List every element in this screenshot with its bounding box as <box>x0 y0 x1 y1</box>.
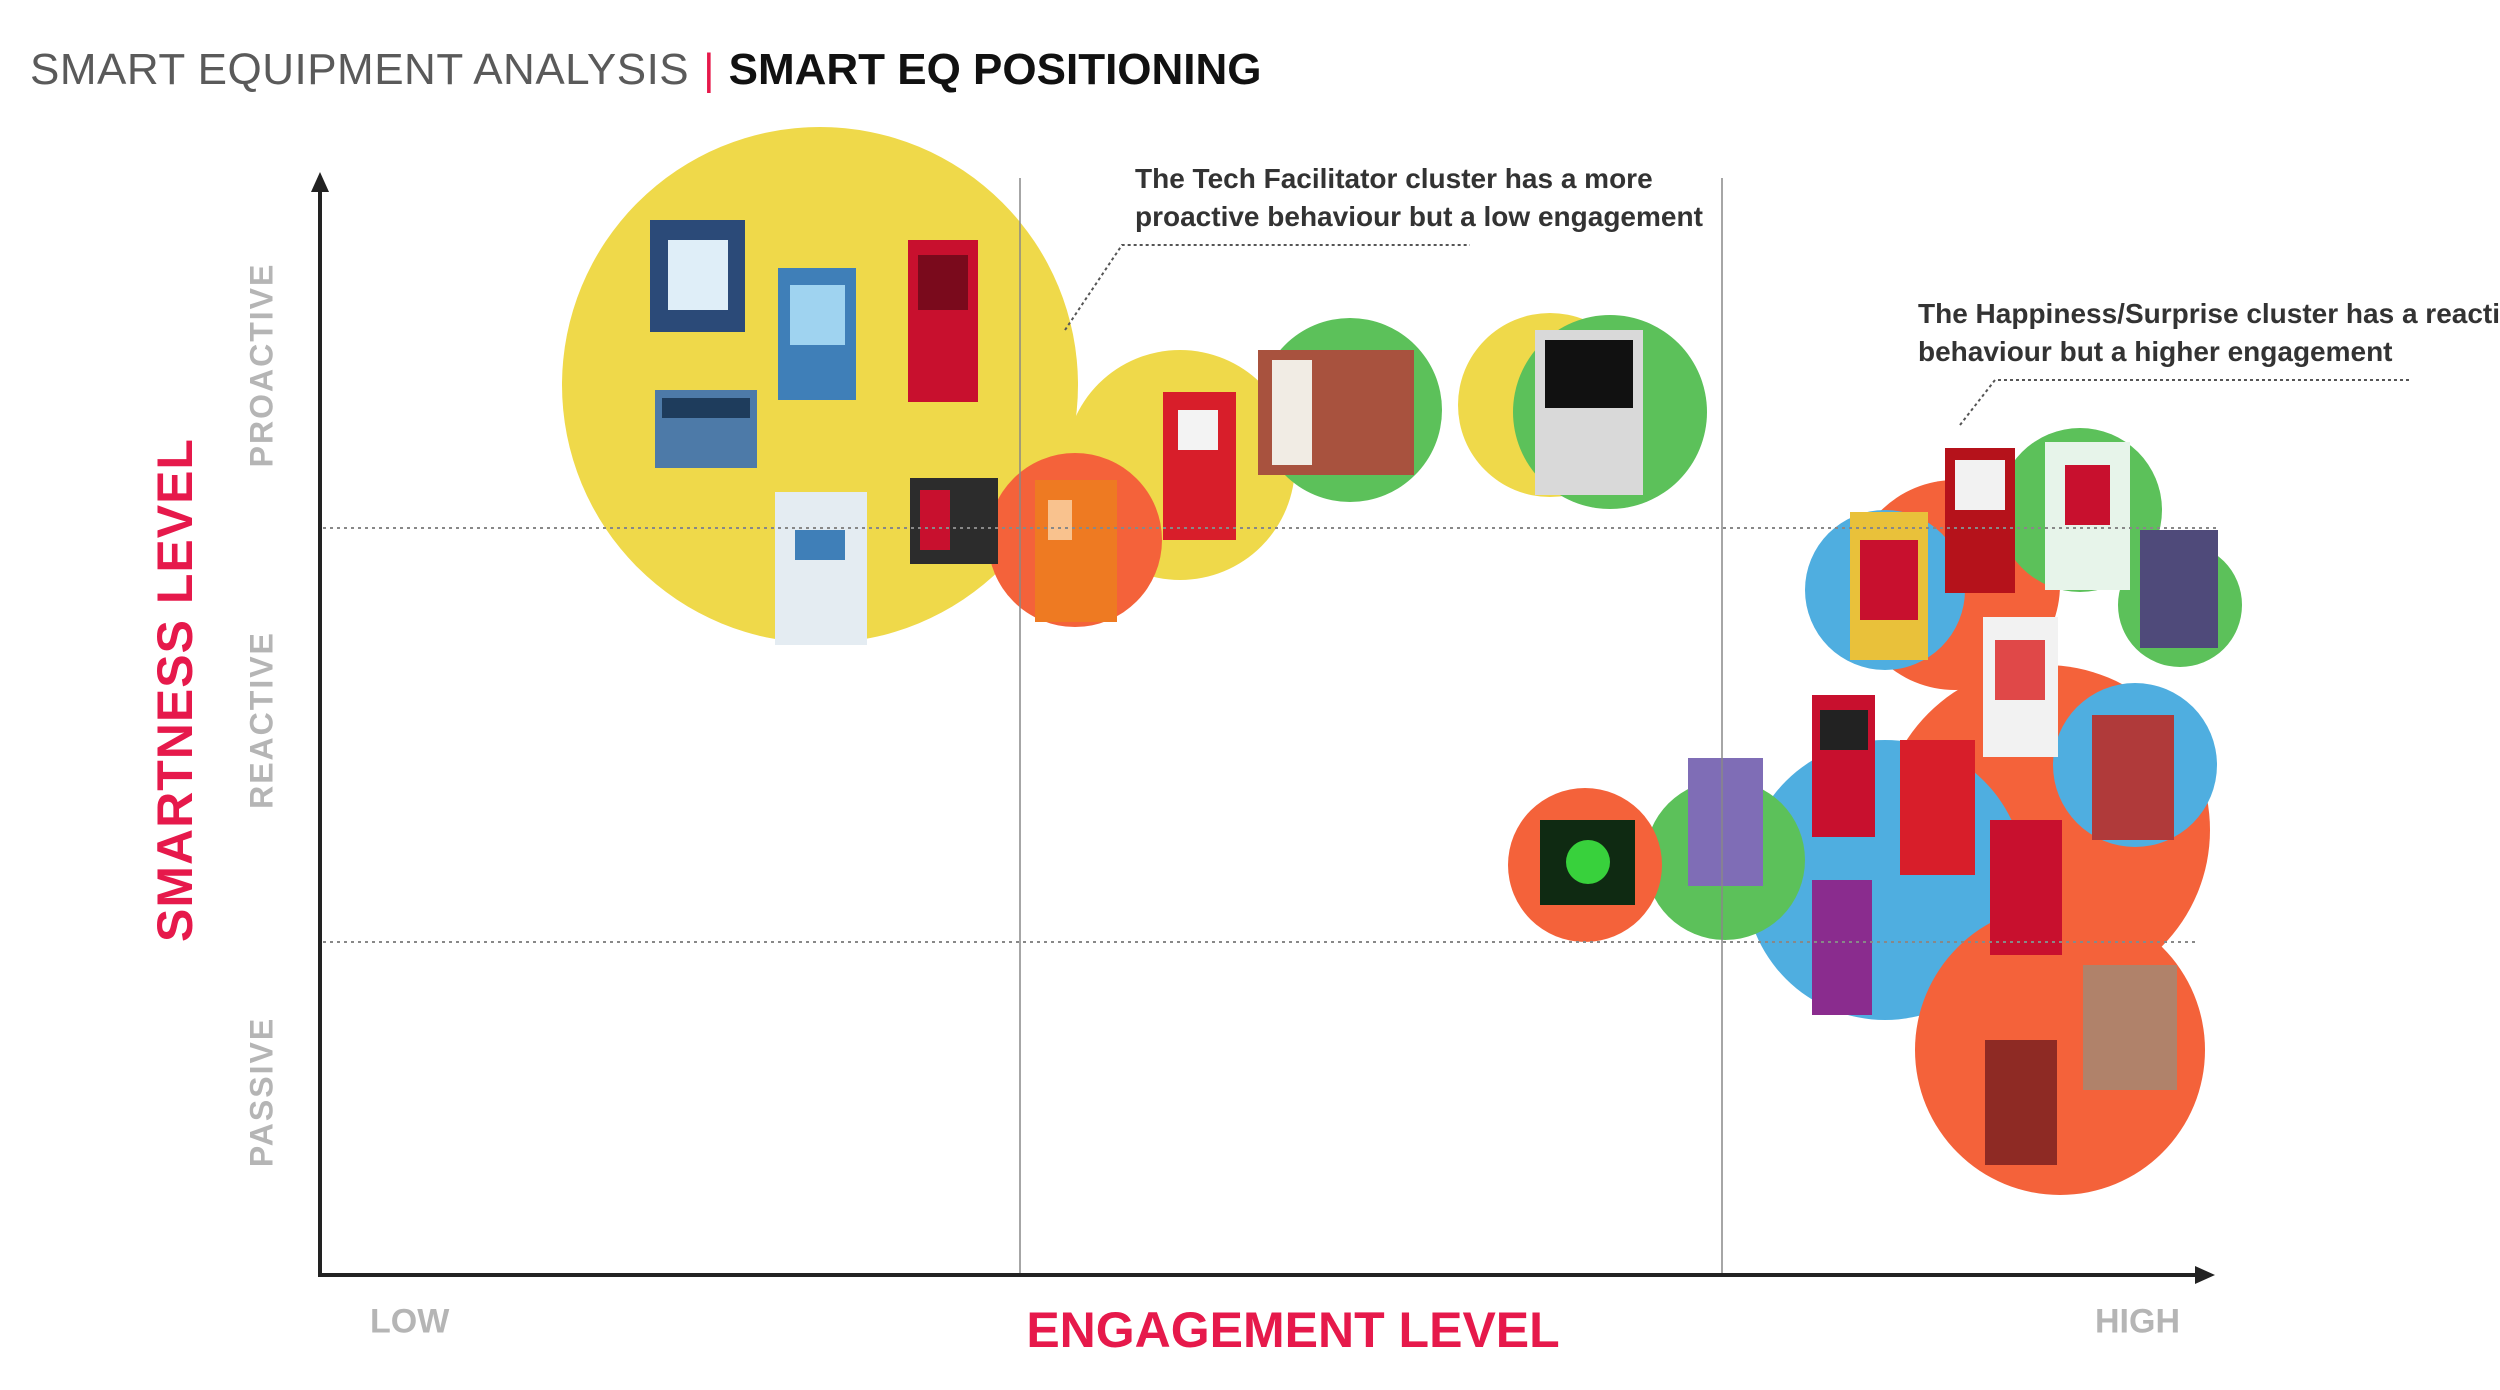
title-separator: | <box>703 45 715 94</box>
product-thumbnails <box>650 220 2218 1165</box>
y-level-proactive: PROACTIVE <box>243 262 280 468</box>
product-thumb <box>1035 480 1117 622</box>
y-level-passive: PASSIVE <box>243 1016 280 1168</box>
axes <box>311 172 2215 1284</box>
x-axis-title: ENGAGEMENT LEVEL <box>1026 1302 1560 1358</box>
tech-cluster-note: The Tech Facilitator cluster has a more … <box>1135 160 1703 236</box>
page-subtitle: SMART EQ POSITIONING <box>728 45 1262 94</box>
product-thumb <box>1985 1040 2057 1165</box>
x-axis-arrow <box>2195 1266 2215 1284</box>
product-thumb <box>1990 820 2062 955</box>
product-thumb <box>2092 715 2174 840</box>
page-title: SMART EQUIPMENT ANALYSIS <box>30 45 690 94</box>
page-header: SMART EQUIPMENT ANALYSIS | SMART EQ POSITI… <box>30 40 1262 100</box>
happy-note-line-2: behaviour but a higher engagement <box>1918 336 2393 367</box>
tech-note-line-1: The Tech Facilitator cluster has a more <box>1135 163 1653 194</box>
product-thumb <box>775 492 867 645</box>
y-level-reactive: REACTIVE <box>243 631 280 809</box>
tech-note-line-2: proactive behaviour but a low engagement <box>1135 201 1703 232</box>
happy-callout-leader <box>1959 379 2410 426</box>
product-thumb <box>1812 880 1872 1015</box>
guide-lines <box>323 178 2410 1275</box>
x-level-low: LOW <box>370 1302 450 1341</box>
x-level-high: HIGH <box>2095 1302 2180 1341</box>
tech-callout-leader <box>1064 244 1470 331</box>
happy-cluster-note: The Happiness/Surprise cluster has a rea… <box>1918 295 2500 371</box>
product-thumb <box>2083 965 2177 1090</box>
y-axis-arrow <box>311 172 329 192</box>
happy-note-line-1: The Happiness/Surprise cluster has a rea… <box>1918 298 2500 329</box>
product-thumb <box>1688 758 1763 886</box>
y-axis-title: SMARTNESS LEVEL <box>147 438 203 942</box>
product-thumb <box>1900 740 1975 875</box>
product-thumb <box>2140 530 2218 648</box>
